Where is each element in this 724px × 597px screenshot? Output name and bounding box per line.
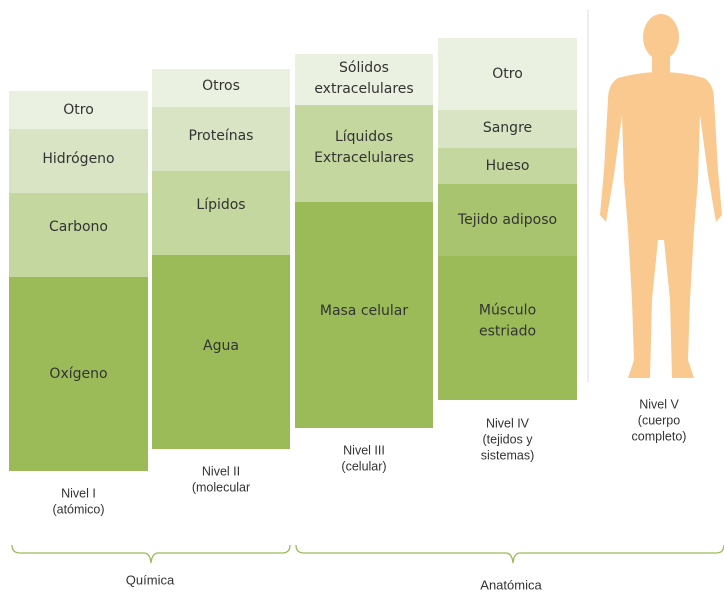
braces: [11, 544, 724, 564]
human-figure: [600, 14, 722, 378]
segment-label: Oxígeno: [49, 366, 107, 382]
group-label: Anatómica: [480, 577, 542, 592]
segment: [295, 202, 433, 428]
level-label: (atómico): [52, 502, 104, 516]
segment-label: Masa celular: [320, 303, 409, 319]
segment-label: Tejido adiposo: [457, 212, 557, 228]
segment-label: extracelulares: [314, 81, 413, 97]
level-label: Nivel IV: [486, 416, 530, 430]
level-label: (molecular: [192, 480, 250, 494]
segment: [152, 69, 290, 107]
segment: [152, 255, 290, 449]
segment-label: Hidrógeno: [42, 151, 114, 167]
segment-label: Extracelulares: [314, 150, 414, 166]
level-label: sistemas): [481, 448, 534, 462]
segment: [295, 54, 433, 105]
segment-label: Proteínas: [189, 128, 254, 144]
segment-label: Otro: [63, 102, 94, 118]
level-label: (cuerpo: [638, 413, 680, 427]
segment-label: Sólidos: [339, 60, 389, 76]
segment: [438, 184, 577, 256]
segment-label: Otros: [202, 78, 240, 94]
level-label: Nivel I: [61, 486, 96, 500]
segment: [9, 193, 148, 277]
segment: [152, 171, 290, 255]
level-label: Nivel V: [639, 397, 679, 411]
segment-label: Líquidos: [335, 129, 393, 145]
level-label: (tejidos y: [482, 432, 533, 446]
segment-label: Músculo: [479, 303, 536, 319]
group-label: Química: [126, 572, 175, 587]
segment: [438, 38, 577, 110]
level-label: (celular): [341, 459, 386, 473]
segment: [9, 91, 148, 129]
segment: [438, 256, 577, 400]
segment: [9, 129, 148, 193]
segment: [295, 105, 433, 202]
segment: [152, 107, 290, 171]
level-label: Nivel III: [343, 443, 385, 457]
level-label: completo): [632, 429, 687, 443]
segment-label: Lípidos: [196, 197, 245, 213]
segment-label: Agua: [203, 338, 239, 354]
segment-label: Carbono: [49, 219, 108, 235]
segment: [9, 277, 148, 471]
segment-label: Sangre: [483, 120, 532, 136]
segment-label: estriado: [479, 324, 536, 340]
segment-label: Otro: [492, 66, 523, 82]
segment: [438, 110, 577, 148]
segment-label: Hueso: [486, 158, 530, 174]
segment: [438, 148, 577, 184]
level-label: Nivel II: [202, 464, 240, 478]
